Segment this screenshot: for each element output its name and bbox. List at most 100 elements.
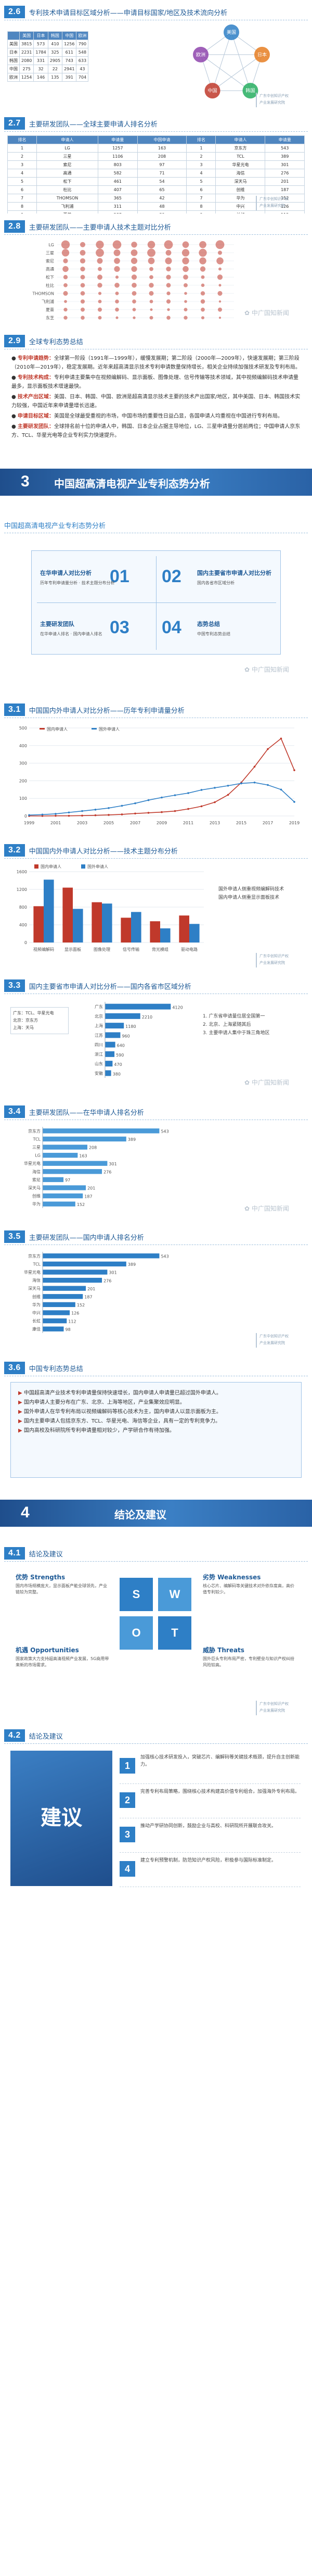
chapter-title: 中国超高清电视产业专利态势分析: [54, 477, 210, 490]
category-label: 驱动电路: [181, 947, 198, 952]
bubble-mark: [62, 266, 69, 272]
bar: [43, 1253, 160, 1259]
province-side-box: 广东：TCL、华星光电 北京：京东方 上海：天马: [10, 1007, 69, 1034]
bubble-mark: [166, 266, 171, 272]
stamp-line-1: 广东中创知识产权: [259, 1702, 289, 1706]
table-cell: 573: [33, 40, 48, 48]
bar-value-label: 187: [84, 1295, 92, 1299]
bar-value-label: 187: [84, 1194, 92, 1199]
bubble-row-label: 杜比: [46, 283, 54, 288]
table-cell: 长虹: [215, 210, 266, 213]
data-point: [280, 788, 282, 791]
bubble-row-label: 松下: [46, 274, 54, 280]
section-3-3: 3.3 国内主要省市申请人对比分析——国内各省市区域分析 广东：TCL、华星光电…: [0, 974, 312, 1094]
table-cell: 2905: [47, 56, 63, 65]
bar: [43, 1152, 78, 1158]
table-cell: 3815: [19, 40, 34, 48]
bubble-mark: [199, 248, 207, 257]
bubble-mark: [184, 316, 188, 320]
swot-w-label: 劣势 Weaknesses: [203, 1574, 261, 1581]
suggest-number: 2: [120, 1792, 135, 1808]
table-cell: 3: [186, 160, 216, 169]
table-cell: 6: [186, 185, 216, 194]
bubble-mark: [218, 317, 222, 319]
suggest-number: 3: [120, 1827, 135, 1842]
bubble-row-label: 高通: [46, 267, 54, 272]
section-header: 3.4 主要研发团队——在华申请人排名分析: [4, 1105, 144, 1119]
x-tick-label: 2011: [183, 821, 193, 825]
data-point: [94, 809, 97, 811]
table-cell: 9: [7, 210, 37, 213]
table-cell: 208: [137, 152, 187, 161]
bubble-mark: [133, 316, 136, 319]
province-side-item: 广东：TCL、华星光电: [13, 1011, 54, 1015]
category-label: 华星光电: [24, 1270, 41, 1275]
bubble-mark: [97, 258, 103, 264]
section-divider: [4, 1561, 308, 1562]
bubble-mark: [80, 291, 85, 296]
table-cell: 1254: [19, 73, 34, 82]
table-row: 6 杜比 407 65 6 创维 187: [7, 185, 305, 194]
table-cell: 803: [98, 160, 138, 169]
catalog-number: 02: [162, 567, 181, 586]
bubble-mark: [132, 291, 137, 296]
bar-value-label: 960: [122, 1034, 129, 1038]
section-header: 4.1 结论及建议: [4, 1547, 63, 1560]
data-point: [68, 811, 70, 814]
swot-o-text: 国家政策大力支持超高清视频产业发展，5G商用带来新的市场需求。: [16, 1656, 109, 1667]
bubble-mark: [80, 242, 86, 247]
flow-node: [242, 83, 258, 99]
flow-node: [254, 46, 270, 62]
bubble-mark: [200, 291, 205, 296]
bubble-mark: [63, 275, 68, 280]
flow-node-label: 中国: [208, 87, 217, 94]
table-cell: 1: [7, 144, 37, 153]
category-label: 创维: [32, 1193, 41, 1199]
table-cell: 2941: [62, 65, 77, 73]
catalog-number: 01: [110, 567, 129, 586]
catalog-item-sub: 国内各省市区域分析: [197, 581, 235, 585]
bubble-mark: [64, 300, 67, 303]
bubble-mark: [201, 316, 205, 320]
data-point: [267, 784, 269, 786]
data-point: [200, 789, 203, 791]
table-cell: TCL: [215, 152, 266, 161]
table-cell: 461: [98, 177, 138, 186]
bubble-mark: [81, 307, 85, 312]
table-header-row: 美国 日本 韩国 中国 欧洲: [7, 31, 89, 40]
bubble-mark: [215, 240, 225, 249]
section-number: 3.2: [4, 844, 25, 857]
province-notes: 1. 广东省申请量位居全国第一 2. 北京、上海紧随其后 3. 主要申请人集中于…: [203, 1012, 302, 1037]
category-label: 康佳: [32, 1326, 41, 1331]
flow-node-label: 韩国: [245, 87, 255, 94]
section-number: 3.6: [4, 1362, 25, 1374]
summary-paragraph: ● 专利技术构成：专利申请主要集中在视频编解码、显示面板、图像处理、信号传输等技…: [11, 375, 298, 389]
bar: [102, 903, 112, 943]
flow-node: [204, 83, 220, 99]
bubble-mark: [184, 283, 188, 287]
bar-value-label: 163: [79, 1153, 87, 1158]
table-header-cell: 申请人: [36, 135, 99, 144]
table-cell: 索尼: [36, 160, 99, 169]
table-cell: 夏普: [36, 210, 99, 213]
category-label: 三星: [32, 1145, 41, 1150]
bubble-mark: [80, 274, 85, 280]
table-cell: 1257: [98, 144, 138, 153]
bar-value-label: 301: [109, 1162, 116, 1166]
data-point: [174, 794, 176, 796]
bubble-mark: [218, 284, 222, 287]
table-cell: 5: [7, 177, 37, 186]
bubble-mark: [112, 240, 122, 249]
bubble-mark: [98, 299, 102, 304]
data-point: [280, 737, 282, 740]
table-cell: 391: [62, 73, 77, 82]
table-header-cell: 申请人: [215, 135, 266, 144]
suggest-number: 4: [120, 1861, 135, 1877]
swot-t-text: 国外巨头专利布局严密，专利壁垒与知识产权纠纷风险较高。: [203, 1656, 294, 1667]
chapter-title: 结论及建议: [114, 1509, 166, 1521]
section-header: 3.3 国内主要省市申请人对比分析——国内各省市区域分析: [4, 979, 191, 992]
bar: [73, 909, 83, 943]
table-cell: 4: [186, 169, 216, 178]
legend-swatch: [92, 728, 97, 730]
